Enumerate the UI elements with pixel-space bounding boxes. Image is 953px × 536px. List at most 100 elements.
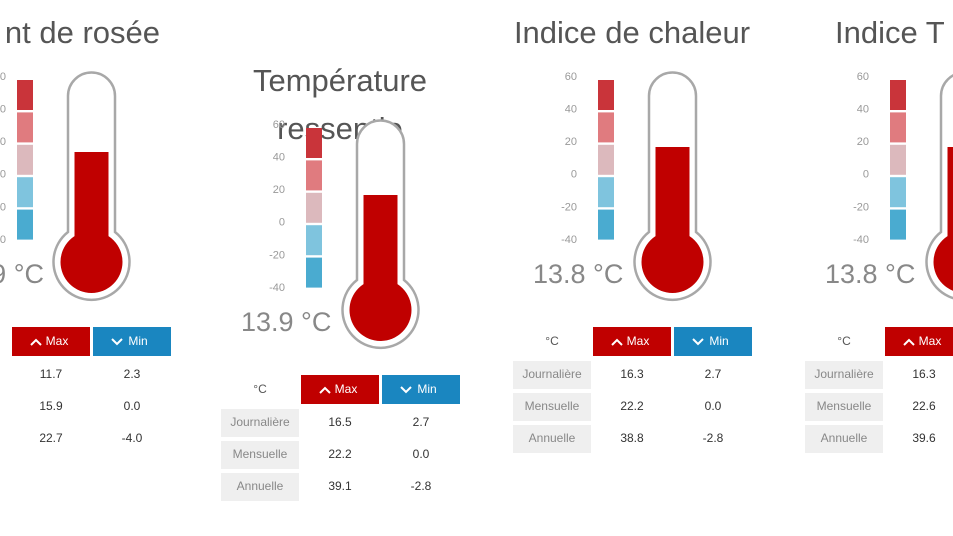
reading: 13.9 °C (241, 307, 331, 337)
cell-value: 2.7 (705, 367, 722, 381)
cell-value: 22.2 (620, 399, 644, 413)
row-label: Mensuelle (817, 399, 872, 413)
scale-label: 40 (273, 152, 285, 164)
row-label: Annuelle (529, 431, 576, 445)
cell-value: 16.3 (912, 367, 936, 381)
header-label: Max (919, 334, 942, 348)
cell-value: 0.0 (413, 447, 430, 461)
chevron-icon (903, 338, 915, 346)
row-label-cell (805, 361, 883, 389)
scale-segment (17, 209, 33, 240)
header-cell (93, 327, 171, 356)
title: nt de rosée (5, 15, 160, 50)
scale-segment (598, 80, 614, 110)
cell-value: 0.0 (124, 399, 141, 413)
cell-value: 22.7 (39, 431, 63, 445)
scale-segment (17, 144, 33, 175)
scale-label: -40 (853, 234, 869, 246)
mercury-bulb (933, 233, 953, 291)
chevron-icon (30, 338, 42, 346)
header-label: °C (837, 334, 851, 348)
scale-segment (306, 128, 322, 158)
cell-value: 16.5 (328, 415, 352, 429)
row-label: Mensuelle (525, 399, 580, 413)
scale-segment (306, 160, 322, 191)
widget: nt de rosée 0 0 0 0 0 0 9 °C Max Min 11.7 2.3 15.9 0.… (0, 15, 171, 445)
scale-label: -20 (853, 201, 869, 213)
row-label: Mensuelle (233, 447, 288, 461)
header-cell (593, 327, 671, 356)
scale-label: -20 (269, 249, 285, 261)
scale-segment (17, 177, 33, 208)
chevron-icon (111, 338, 123, 346)
header-label: Max (627, 334, 650, 348)
header-cell (885, 327, 953, 356)
scale-segment (306, 257, 322, 288)
reading: 13.8 °C (825, 259, 915, 289)
header-label: °C (545, 334, 559, 348)
row-label-cell (221, 473, 299, 501)
chevron-icon (319, 386, 331, 394)
scale-segment (890, 177, 906, 208)
header-label: °C (253, 382, 267, 396)
header-cell (382, 375, 460, 404)
scale-segment (306, 192, 322, 223)
row-label-cell (513, 393, 591, 421)
scale-segment (890, 112, 906, 143)
row-label: Annuelle (237, 479, 284, 493)
scale-label: -40 (561, 234, 577, 246)
scale-label: 0 (0, 234, 6, 246)
cell-value: 22.6 (912, 399, 936, 413)
scale-segment (306, 225, 322, 256)
header-cell (674, 327, 752, 356)
cell-value: 38.8 (620, 431, 644, 445)
header-cell (805, 327, 883, 356)
header-cell (513, 327, 591, 356)
row-label-cell (221, 441, 299, 469)
widget: Indice de chaleur 60 40 20 0 -20 -40 13.8 °C °C M… (513, 15, 752, 453)
scale-segment (890, 80, 906, 110)
scale-segment (890, 209, 906, 240)
row-label-cell (805, 425, 883, 453)
scale-label: 60 (565, 71, 577, 83)
row-label-cell (805, 393, 883, 421)
scale-label: 0 (863, 169, 869, 181)
cell-value: 11.7 (40, 367, 63, 381)
cell-value: 15.9 (39, 399, 63, 413)
row-label: Annuelle (821, 431, 868, 445)
scale-label: 0 (0, 201, 6, 213)
chevron-icon (611, 338, 623, 346)
title: Température (253, 63, 427, 98)
header-cell (301, 375, 379, 404)
scale-label: 0 (571, 169, 577, 181)
mercury-bulb (349, 279, 412, 341)
scale-label: 0 (279, 217, 285, 229)
scale-label: -40 (269, 282, 285, 294)
scale-label: 0 (0, 71, 6, 83)
scale-label: 0 (0, 136, 6, 148)
header-label: Min (709, 334, 728, 348)
cell-value: 2.3 (124, 367, 141, 381)
row-label-cell (221, 409, 299, 437)
cell-value: -2.8 (411, 479, 432, 493)
header-label: Max (46, 334, 69, 348)
header-label: Min (128, 334, 147, 348)
cell-value: 39.1 (328, 479, 352, 493)
reading: 13.8 °C (533, 259, 623, 289)
row-label: Journalière (814, 367, 874, 381)
header-label: Max (335, 382, 358, 396)
cell-value: 2.7 (413, 415, 430, 429)
cell-value: 22.2 (328, 447, 352, 461)
scale-segment (598, 177, 614, 208)
cell-value: 0.0 (705, 399, 722, 413)
scale-label: 40 (565, 104, 577, 116)
scale-segment (890, 144, 906, 175)
cell-value: 39.6 (912, 431, 936, 445)
row-label: Journalière (522, 367, 582, 381)
scale-label: 60 (857, 71, 869, 83)
scale-label: 0 (0, 104, 6, 116)
row-label: Journalière (230, 415, 290, 429)
